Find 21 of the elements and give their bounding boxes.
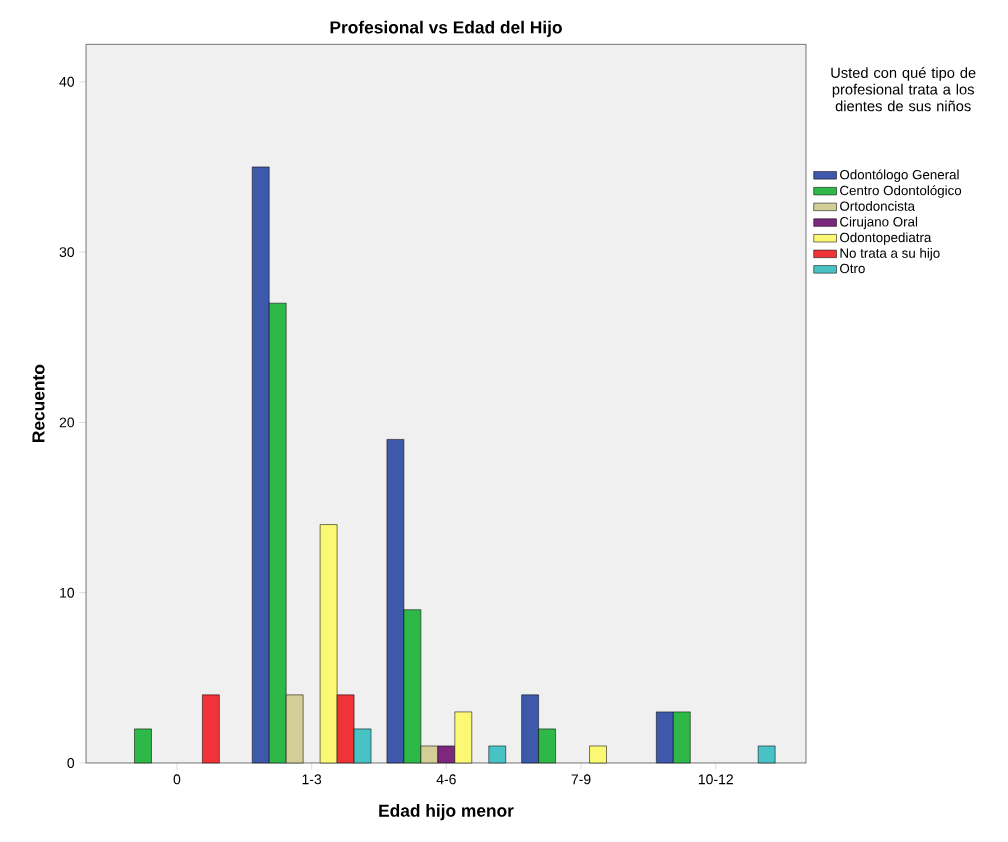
legend-label: Cirujano Oral (840, 216, 918, 230)
legend-label: No trata a su hijo (840, 248, 940, 261)
y-tick-label: 0 (67, 758, 75, 768)
y-tick-label: 40 (59, 76, 75, 87)
x-tick-label: 10-12 (698, 774, 733, 785)
x-tick-label: 0 (173, 774, 181, 785)
x-tick-label: 4-6 (436, 774, 456, 785)
legend-label: Otro (840, 263, 865, 274)
legend-label: Centro Odontológico (840, 185, 962, 198)
y-axis-title: Recuento (32, 364, 45, 442)
x-tick-label: 7-9 (571, 774, 591, 785)
legend-label: Ortodoncista (840, 201, 916, 211)
legend-label: Odontólogo General (840, 169, 959, 183)
x-tick-label: 1-3 (302, 774, 322, 785)
y-tick-label: 10 (60, 587, 75, 598)
x-axis-title: Edad hijo menor (379, 804, 514, 821)
y-tick-label: 20 (59, 417, 75, 428)
y-tick-label: 30 (59, 247, 75, 258)
legend-label: Odontopediatra (840, 232, 932, 245)
legend-title: Usted con qué tipo de profesional trata a los dientes de sus niños (831, 67, 976, 112)
chart-title: Profesional vs Edad del Hijo (330, 20, 562, 37)
